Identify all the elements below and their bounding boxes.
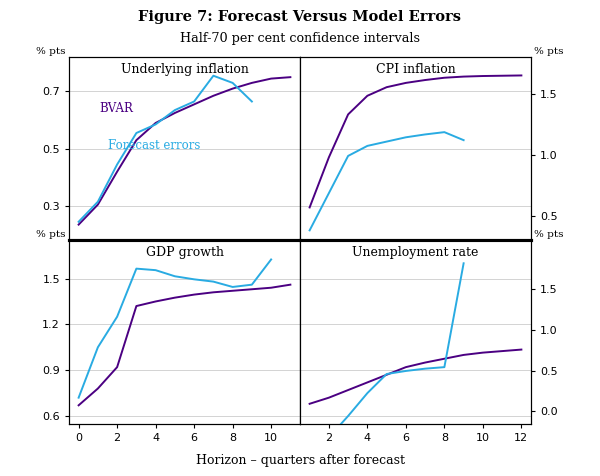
Text: Underlying inflation: Underlying inflation bbox=[121, 63, 248, 76]
Text: GDP growth: GDP growth bbox=[146, 246, 223, 259]
Text: % pts: % pts bbox=[534, 47, 563, 56]
Text: % pts: % pts bbox=[37, 230, 66, 239]
Text: % pts: % pts bbox=[37, 47, 66, 56]
Text: Figure 7: Forecast Versus Model Errors: Figure 7: Forecast Versus Model Errors bbox=[139, 10, 461, 24]
Text: Forecast errors: Forecast errors bbox=[108, 139, 200, 152]
Text: CPI inflation: CPI inflation bbox=[376, 63, 455, 76]
Text: Unemployment rate: Unemployment rate bbox=[352, 246, 479, 259]
Text: Horizon – quarters after forecast: Horizon – quarters after forecast bbox=[196, 455, 404, 467]
Text: % pts: % pts bbox=[534, 230, 563, 239]
Text: Half-70 per cent confidence intervals: Half-70 per cent confidence intervals bbox=[180, 32, 420, 45]
Text: BVAR: BVAR bbox=[99, 102, 133, 115]
